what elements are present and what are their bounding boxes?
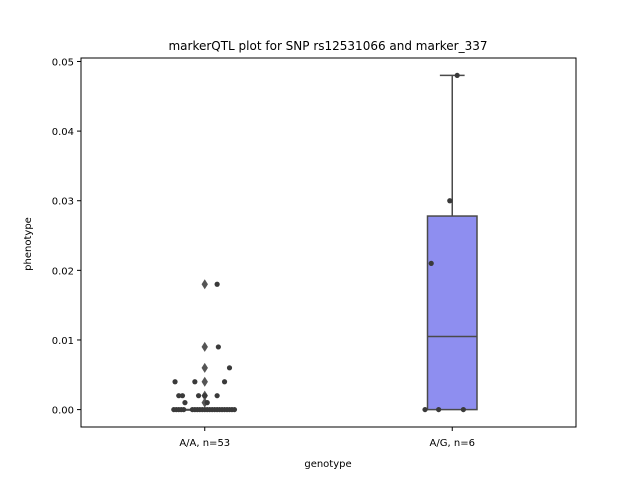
data-point xyxy=(215,344,221,350)
outlier-marker xyxy=(201,341,208,352)
data-point xyxy=(172,379,178,385)
x-tick-label: A/A, n=53 xyxy=(179,438,230,449)
y-tick-label: 0.02 xyxy=(52,266,74,277)
plot-frame xyxy=(80,57,577,428)
data-point xyxy=(428,260,434,266)
x-axis: A/A, n=53 A/G, n=6 xyxy=(179,427,475,449)
y-tick-label: 0.05 xyxy=(52,57,74,68)
y-axis: 0.00 0.01 0.02 0.03 0.04 0.05 xyxy=(52,57,81,417)
y-tick-label: 0.03 xyxy=(52,197,74,208)
data-point xyxy=(221,379,228,385)
data-point xyxy=(454,72,460,79)
outlier-marker xyxy=(201,376,208,387)
box-0 xyxy=(179,279,231,411)
box-body xyxy=(426,215,478,411)
data-point xyxy=(182,400,188,406)
data-point xyxy=(179,393,186,399)
data-point xyxy=(214,393,220,399)
data-point xyxy=(176,393,182,399)
data-point xyxy=(195,393,202,399)
data-point xyxy=(202,393,208,399)
y-tick-label: 0.00 xyxy=(52,406,74,417)
chart-title: markerQTL plot for SNP rs12531066 and ma… xyxy=(168,39,487,53)
x-axis-label: genotype xyxy=(304,459,351,470)
data-point xyxy=(181,406,187,413)
y-tick-label: 0.01 xyxy=(52,336,74,347)
strip-points xyxy=(171,72,466,413)
y-axis-label: phenotype xyxy=(23,217,34,271)
data-point xyxy=(447,198,453,204)
data-point xyxy=(226,365,233,371)
y-tick-label: 0.04 xyxy=(52,127,74,138)
data-point xyxy=(204,400,210,406)
data-point xyxy=(214,281,220,287)
data-point xyxy=(460,406,466,413)
x-tick-label: A/G, n=6 xyxy=(430,438,475,449)
data-point xyxy=(422,406,428,413)
outlier-marker xyxy=(201,279,208,290)
outlier-marker xyxy=(201,362,208,373)
data-point xyxy=(192,379,198,385)
data-point xyxy=(436,406,442,413)
box-1 xyxy=(426,74,478,411)
plot-area xyxy=(171,72,478,413)
data-point xyxy=(231,406,238,413)
